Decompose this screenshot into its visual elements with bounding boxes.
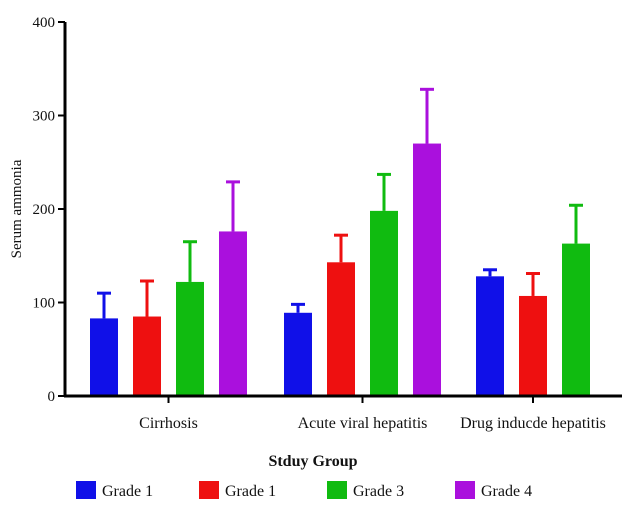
legend-label-1: Grade 1 (102, 483, 153, 500)
x-axis-title: Stduy Group (268, 453, 357, 470)
bar-4-2 (413, 143, 441, 396)
bar-2-2 (327, 262, 355, 396)
legend-label-4: Grade 4 (481, 483, 532, 500)
y-tick-label: 100 (33, 296, 56, 312)
y-axis-title: Serum ammonia (9, 159, 25, 258)
bar-4-1 (219, 231, 247, 396)
y-tick-label: 400 (33, 15, 56, 31)
legend-swatch-2 (199, 481, 219, 499)
bar-2-1 (133, 316, 161, 396)
y-tick-label: 300 (33, 109, 56, 125)
bar-3-3 (562, 243, 590, 396)
legend-label-2: Grade 1 (225, 483, 276, 500)
legend-swatch-1 (76, 481, 96, 499)
bar-1-1 (90, 318, 118, 396)
bar-3-2 (370, 210, 398, 396)
bar-2-3 (519, 295, 547, 396)
legend-label-3: Grade 3 (353, 483, 404, 500)
x-category-label: Drug inducde hepatitis (460, 415, 606, 432)
x-category-label: Acute viral hepatitis (298, 415, 428, 432)
bar-1-2 (284, 312, 312, 396)
y-tick-label: 200 (33, 202, 56, 218)
x-category-label: Cirrhosis (139, 415, 198, 432)
bar-3-1 (176, 281, 204, 396)
bar-1-3 (476, 276, 504, 396)
legend-swatch-3 (327, 481, 347, 499)
y-tick-label: 0 (48, 389, 56, 405)
legend-swatch-4 (455, 481, 475, 499)
